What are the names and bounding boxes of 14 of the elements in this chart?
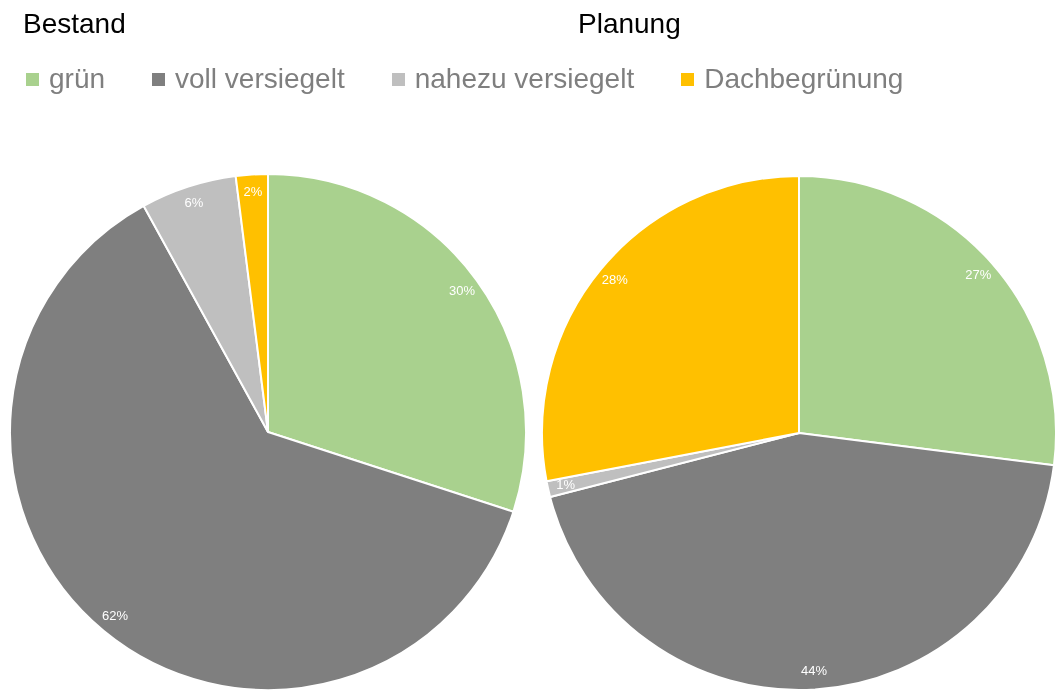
legend-label: Dachbegrünung (704, 63, 904, 95)
legend-label: voll versiegelt (175, 63, 345, 95)
data-label: 62% (102, 608, 129, 624)
legend-label: grün (49, 63, 106, 95)
data-label: 6% (184, 195, 204, 211)
legend-label: nahezu versiegelt (414, 63, 635, 95)
data-label: 30% (449, 282, 476, 298)
data-label: 28% (601, 272, 629, 288)
data-label: 1% (556, 476, 576, 492)
data-label: 27% (965, 266, 992, 282)
data-label: 44% (800, 663, 828, 679)
chart-title: Bestand (23, 8, 126, 39)
chart-title: Planung (578, 8, 681, 39)
data-label: 2% (243, 184, 263, 200)
